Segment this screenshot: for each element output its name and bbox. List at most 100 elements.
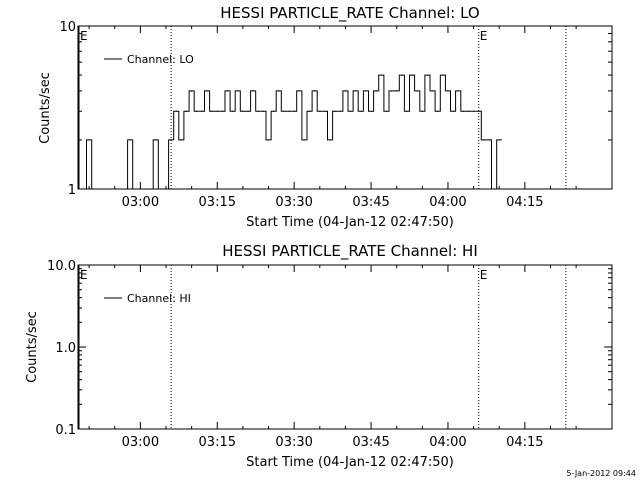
data-point <box>396 90 398 92</box>
y-tick-label: 1.0 <box>55 341 76 356</box>
x-tick-label: 03:45 <box>352 195 389 210</box>
plot-frame <box>77 264 613 430</box>
data-point <box>93 188 95 190</box>
data-point <box>442 74 444 76</box>
y-tick-label: 0.1 <box>55 423 76 438</box>
data-point <box>385 110 387 112</box>
data-series <box>81 74 502 190</box>
data-point <box>267 139 270 141</box>
data-point <box>334 110 336 112</box>
data-point <box>252 90 254 92</box>
y-tick-label: 1 <box>68 183 76 198</box>
chart-title: HESSI PARTICLE_RATE Channel: HI <box>222 242 478 261</box>
x-tick-label: 04:15 <box>506 435 543 450</box>
data-point <box>165 188 167 190</box>
data-point <box>175 110 177 112</box>
axis-ticks: 03:00 03:15 03:30 03:45 04:00 04:15 0.1 1.0 10.0 <box>47 259 612 450</box>
event-marker-label: E <box>480 29 488 43</box>
data-point <box>401 74 403 76</box>
data-point <box>226 90 229 92</box>
x-tick-label: 03:30 <box>275 195 312 210</box>
data-point <box>355 90 357 92</box>
data-point <box>139 188 141 190</box>
data-point <box>391 90 393 92</box>
x-axis-label: Start Time (04-Jan-12 02:47:50) <box>246 455 454 470</box>
data-point <box>375 90 377 92</box>
data-point <box>473 110 475 112</box>
data-point <box>421 110 423 112</box>
data-point <box>303 139 305 141</box>
legend-label: Channel: LO <box>127 53 194 66</box>
data-point <box>365 90 367 92</box>
data-point <box>206 90 208 92</box>
x-tick-label: 03:00 <box>122 195 159 210</box>
data-point <box>314 90 316 92</box>
timestamp: 5-Jan-2012 09:44 <box>566 469 636 478</box>
data-point <box>483 139 485 141</box>
data-point <box>150 188 152 190</box>
event-marker-label: E <box>80 29 88 43</box>
event-marker-label: E <box>80 268 88 282</box>
data-point <box>447 90 449 92</box>
y-axis-label: Counts/sec <box>25 311 40 383</box>
data-point <box>498 139 500 141</box>
x-tick-label: 03:30 <box>275 435 312 450</box>
data-point <box>201 110 203 112</box>
data-point <box>344 90 346 92</box>
data-point <box>288 110 290 112</box>
chart-title: HESSI PARTICLE_RATE Channel: LO <box>220 4 479 23</box>
x-tick-label: 04:00 <box>429 195 466 210</box>
data-point <box>283 110 285 112</box>
panel-hi: HESSI PARTICLE_RATE Channel: HI Start Ti… <box>25 242 613 470</box>
data-point <box>134 188 136 190</box>
data-point <box>185 110 188 112</box>
data-point <box>124 188 126 190</box>
data-point <box>170 139 172 141</box>
data-point <box>298 90 300 92</box>
x-tick-label: 04:00 <box>429 435 466 450</box>
data-point <box>360 110 362 112</box>
data-point <box>329 139 331 141</box>
data-point <box>278 90 280 92</box>
axis-ticks: 03:00 03:15 03:30 03:45 04:00 04:15 1 10 <box>59 20 612 210</box>
data-point <box>257 110 259 112</box>
y-axis-label: Counts/sec <box>38 72 53 144</box>
data-point <box>262 110 264 112</box>
data-point <box>242 110 244 112</box>
data-point <box>488 139 490 141</box>
data-point <box>426 74 428 76</box>
data-point <box>370 110 372 112</box>
data-point <box>129 139 131 141</box>
data-point <box>411 74 413 76</box>
data-point <box>380 74 382 76</box>
data-point <box>88 139 90 141</box>
data-point <box>350 110 352 112</box>
panel-lo: HESSI PARTICLE_RATE Channel: LO Start Ti… <box>38 4 613 230</box>
data-point <box>160 188 162 190</box>
data-point <box>232 110 234 112</box>
data-point <box>180 139 182 141</box>
data-point <box>324 110 326 112</box>
data-point <box>83 188 85 190</box>
data-point <box>293 110 295 112</box>
data-point <box>452 110 454 112</box>
data-point <box>211 110 213 112</box>
data-point <box>339 110 341 112</box>
data-point <box>437 110 439 112</box>
data-point <box>196 110 198 112</box>
data-point <box>247 110 249 112</box>
data-point <box>155 139 157 141</box>
data-point <box>416 90 418 92</box>
data-point <box>237 90 239 92</box>
x-tick-label: 03:00 <box>122 435 159 450</box>
data-point <box>273 110 275 112</box>
data-point <box>221 110 223 112</box>
x-axis-label: Start Time (04-Jan-12 02:47:50) <box>246 215 454 230</box>
x-tick-label: 03:15 <box>199 435 236 450</box>
data-point <box>457 90 459 92</box>
data-point <box>144 188 147 190</box>
